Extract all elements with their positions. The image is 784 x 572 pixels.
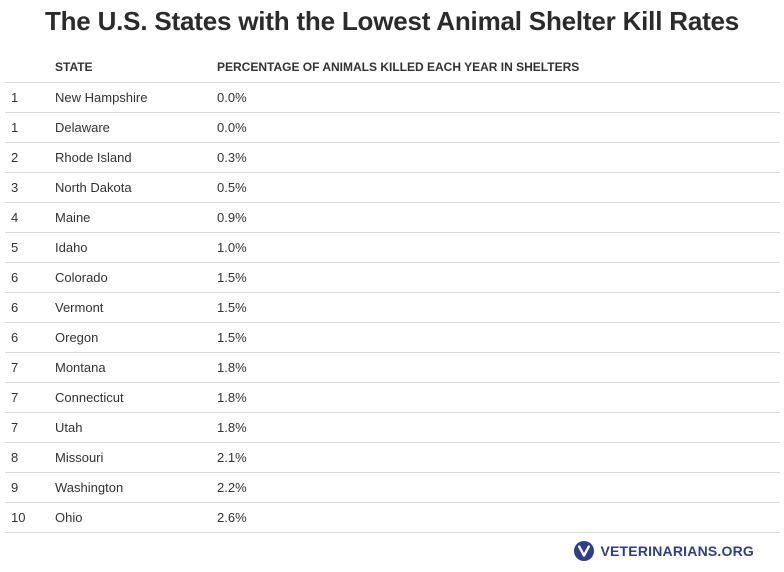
cell-percentage: 1.5% <box>217 322 780 353</box>
table-row: 8 Missouri 2.1% <box>5 442 780 473</box>
header-rank <box>5 52 55 83</box>
cell-percentage: 0.5% <box>217 172 780 203</box>
brand-name: VETERINARIANS.ORG <box>600 543 754 559</box>
cell-state: Idaho <box>55 232 217 263</box>
table-body: 1 New Hampshire 0.0% 1 Delaware 0.0% 2 Rhode Is… <box>5 82 780 533</box>
table-row: 6 Colorado 1.5% <box>5 262 780 293</box>
cell-rank: 7 <box>5 352 55 383</box>
table-row: 1 New Hampshire 0.0% <box>5 82 780 113</box>
cell-rank: 1 <box>5 82 55 113</box>
cell-percentage: 1.8% <box>217 352 780 383</box>
cell-state: Ohio <box>55 502 217 533</box>
cell-rank: 3 <box>5 172 55 203</box>
table-row: 2 Rhode Island 0.3% <box>5 142 780 173</box>
table-header-row: STATE PERCENTAGE OF ANIMALS KILLED EACH … <box>5 52 780 83</box>
table-row: 4 Maine 0.9% <box>5 202 780 233</box>
cell-state: Rhode Island <box>55 142 217 173</box>
cell-rank: 6 <box>5 292 55 323</box>
cell-percentage: 1.8% <box>217 382 780 413</box>
cell-percentage: 2.1% <box>217 442 780 473</box>
brand-logo[interactable]: VETERINARIANS.ORG <box>574 541 754 561</box>
cell-rank: 8 <box>5 442 55 473</box>
table-row: 6 Vermont 1.5% <box>5 292 780 323</box>
cell-percentage: 1.5% <box>217 262 780 293</box>
cell-rank: 4 <box>5 202 55 233</box>
cell-percentage: 0.0% <box>217 112 780 143</box>
cell-rank: 6 <box>5 262 55 293</box>
cell-rank: 5 <box>5 232 55 263</box>
table-row: 6 Oregon 1.5% <box>5 322 780 353</box>
table-row: 7 Utah 1.8% <box>5 412 780 443</box>
cell-state: Vermont <box>55 292 217 323</box>
cell-rank: 6 <box>5 322 55 353</box>
table-row: 1 Delaware 0.0% <box>5 112 780 143</box>
cell-percentage: 0.9% <box>217 202 780 233</box>
cell-percentage: 2.6% <box>217 502 780 533</box>
cell-state: Delaware <box>55 112 217 143</box>
cell-rank: 2 <box>5 142 55 173</box>
cell-percentage: 0.0% <box>217 82 780 113</box>
cell-rank: 7 <box>5 382 55 413</box>
kill-rate-table: STATE PERCENTAGE OF ANIMALS KILLED EACH … <box>5 52 780 533</box>
cell-percentage: 2.2% <box>217 472 780 503</box>
cell-state: Montana <box>55 352 217 383</box>
cell-state: Utah <box>55 412 217 443</box>
cell-rank: 7 <box>5 412 55 443</box>
cell-state: Maine <box>55 202 217 233</box>
cell-rank: 1 <box>5 112 55 143</box>
cell-state: Connecticut <box>55 382 217 413</box>
cell-percentage: 1.0% <box>217 232 780 263</box>
table-row: 10 Ohio 2.6% <box>5 502 780 533</box>
veterinarians-logo-icon <box>574 541 595 561</box>
cell-state: Colorado <box>55 262 217 293</box>
table-row: 5 Idaho 1.0% <box>5 232 780 263</box>
cell-state: Washington <box>55 472 217 503</box>
cell-state: Missouri <box>55 442 217 473</box>
cell-rank: 9 <box>5 472 55 503</box>
chart-title: The U.S. States with the Lowest Animal S… <box>44 6 740 36</box>
table-row: 9 Washington 2.2% <box>5 472 780 503</box>
cell-state: New Hampshire <box>55 82 217 113</box>
cell-percentage: 0.3% <box>217 142 780 173</box>
cell-percentage: 1.8% <box>217 412 780 443</box>
cell-percentage: 1.5% <box>217 292 780 323</box>
table-row: 3 North Dakota 0.5% <box>5 172 780 203</box>
header-state: STATE <box>55 52 217 83</box>
cell-state: North Dakota <box>55 172 217 203</box>
cell-state: Oregon <box>55 322 217 353</box>
cell-rank: 10 <box>5 502 55 533</box>
table-row: 7 Montana 1.8% <box>5 352 780 383</box>
table-row: 7 Connecticut 1.8% <box>5 382 780 413</box>
header-percentage: PERCENTAGE OF ANIMALS KILLED EACH YEAR I… <box>217 52 780 83</box>
